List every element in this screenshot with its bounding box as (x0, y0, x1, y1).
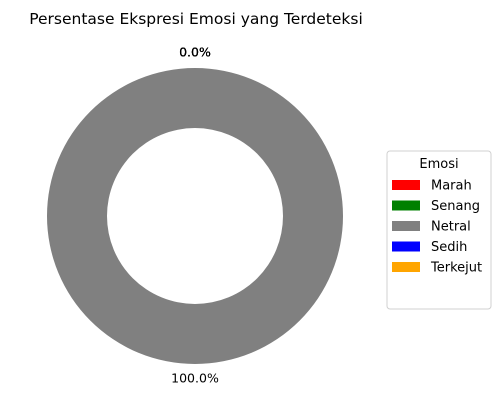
slice-label-terkejut: 0.0% (179, 45, 211, 60)
legend-title: Emosi (419, 157, 458, 172)
legend-swatch-sedih (392, 241, 420, 252)
legend: Emosi Marah Senang Netral Sedih Terkejut (386, 150, 492, 310)
slice-label-sedih: 0.0% (179, 45, 211, 60)
legend-swatch-terkejut (392, 262, 420, 272)
legend-label-marah: Marah (431, 179, 472, 194)
slice-label-marah: 0.0% (179, 45, 211, 60)
slice-label-netral: 100.0% (171, 370, 219, 385)
chart-title: Persentase Ekspresi Emosi yang Terdeteks… (29, 10, 363, 28)
legend-items: Marah Senang Netral Sedih Terkejut (392, 179, 482, 276)
legend-swatch-senang (392, 200, 420, 211)
slice-label-senang: 0.0% (179, 45, 211, 60)
legend-label-senang: Senang (431, 199, 480, 214)
legend-label-netral: Netral (431, 220, 471, 235)
legend-label-sedih: Sedih (431, 240, 467, 255)
legend-swatch-marah (392, 180, 420, 190)
slice-netral (47, 68, 343, 364)
pie-slices (47, 68, 343, 364)
slice-labels: 0.0%0.0%100.0%0.0%0.0% (171, 45, 219, 386)
legend-label-terkejut: Terkejut (430, 261, 482, 276)
legend-swatch-netral (392, 221, 420, 231)
